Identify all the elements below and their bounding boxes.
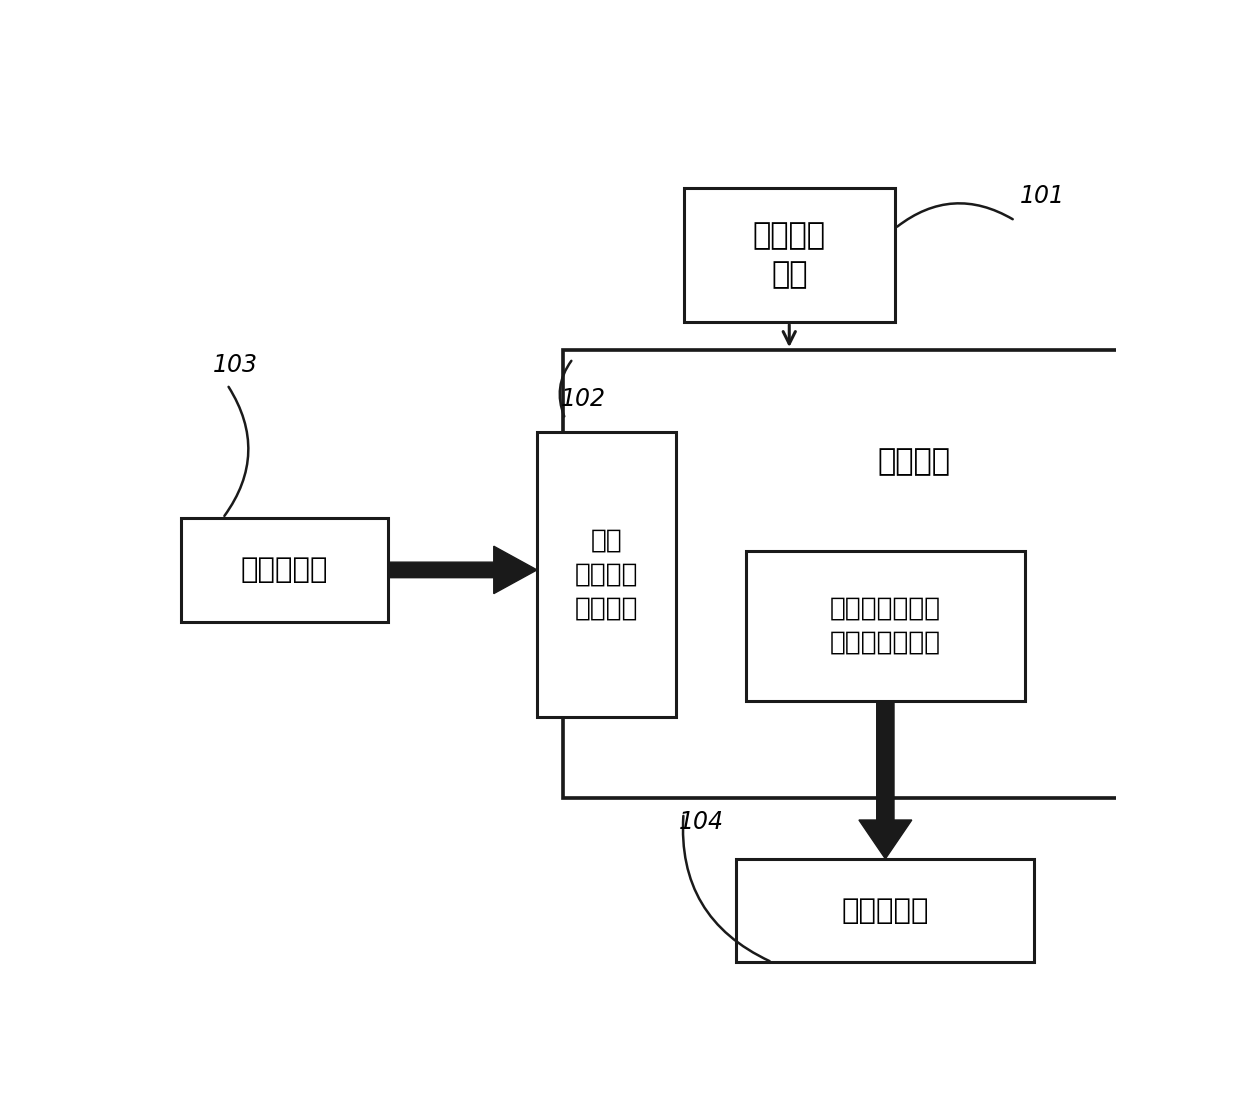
Text: 104: 104 — [678, 810, 724, 833]
Bar — [181, 519, 388, 622]
Text: 雨刮器装置: 雨刮器装置 — [842, 896, 929, 925]
Text: 雨刮器电机调速
控制信号输出口: 雨刮器电机调速 控制信号输出口 — [830, 596, 941, 656]
Text: 手动操作
模块: 手动操作 模块 — [753, 222, 826, 289]
FancyArrow shape — [388, 547, 537, 594]
Bar — [746, 551, 1024, 701]
Bar — [737, 859, 1034, 962]
Text: 102: 102 — [560, 388, 605, 411]
Bar — [563, 349, 1131, 799]
Text: 101: 101 — [1019, 185, 1065, 208]
Text: 103: 103 — [213, 353, 258, 376]
FancyArrow shape — [859, 701, 911, 859]
Bar — [683, 188, 895, 321]
Text: 雨量
传感器信
号输入口: 雨量 传感器信 号输入口 — [575, 528, 639, 622]
Text: 微处理器: 微处理器 — [878, 448, 951, 477]
Text: 雨量传感器: 雨量传感器 — [241, 556, 329, 584]
Bar — [537, 432, 676, 717]
